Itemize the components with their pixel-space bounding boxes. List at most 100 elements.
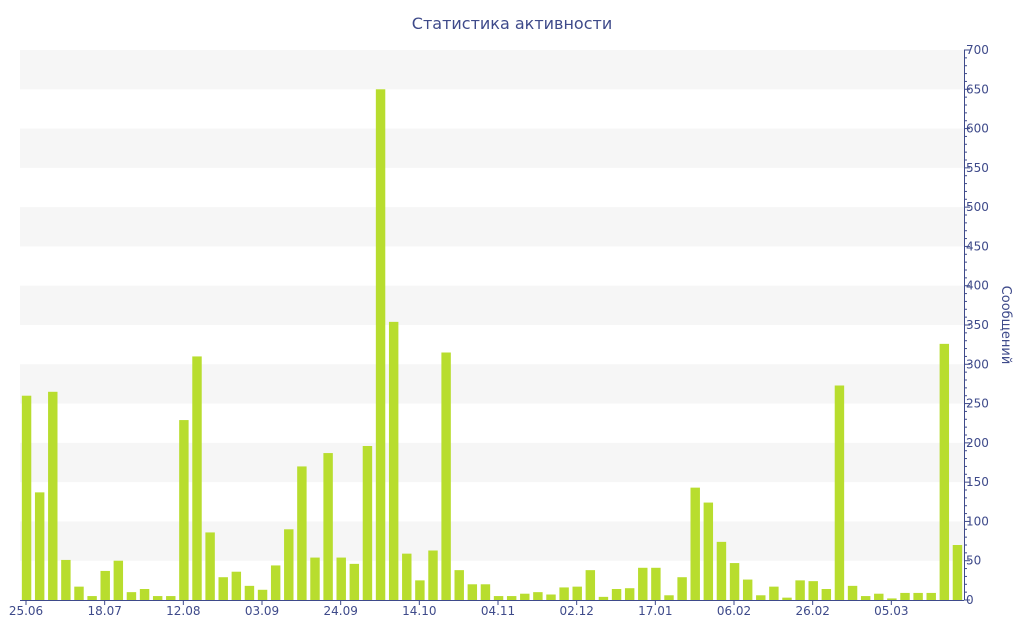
bar-18: [257, 589, 268, 600]
bar-40: [546, 594, 556, 600]
bar-26: [362, 446, 373, 600]
bar-6: [100, 570, 110, 600]
bar-55: [742, 579, 753, 600]
bar-37: [506, 596, 517, 600]
y-tick-label: 700: [966, 43, 989, 57]
bar-47: [638, 567, 648, 600]
bar-16: [231, 571, 242, 600]
bar-8: [126, 592, 137, 600]
y-tick-label: 300: [966, 357, 989, 371]
y-tick-label: 100: [966, 514, 989, 528]
bar-19: [270, 565, 281, 600]
grid-band: [20, 442, 964, 483]
bar-32: [441, 352, 451, 600]
bar-70: [939, 343, 950, 600]
bar-64: [860, 596, 871, 600]
grid-band: [20, 50, 964, 90]
bar-51: [690, 487, 700, 600]
bar-38: [520, 593, 530, 600]
bar-34: [467, 584, 478, 600]
bar-48: [651, 567, 661, 600]
bar-7: [113, 560, 124, 600]
bar-57: [769, 586, 779, 600]
x-tick-label: 02.12: [559, 604, 593, 618]
x-tick-label: 18.07: [87, 604, 121, 618]
chart-title: Статистика активности: [411, 14, 613, 33]
bar-35: [480, 584, 491, 600]
bar-15: [218, 577, 228, 600]
x-tick-label: 26.02: [795, 604, 829, 618]
bar-27: [375, 89, 386, 600]
bar-69: [926, 592, 936, 600]
bar-21: [297, 466, 307, 600]
bar-29: [402, 553, 412, 600]
y-tick-label: 500: [966, 200, 989, 214]
bar-45: [611, 589, 622, 600]
bar-25: [349, 563, 360, 600]
y-tick-label: 250: [966, 397, 989, 411]
bar-63: [847, 585, 858, 600]
y-tick-label: 150: [966, 475, 989, 489]
x-tick-label: 05.03: [874, 604, 908, 618]
y-tick-label: 200: [966, 436, 989, 450]
bar-20: [284, 529, 294, 600]
bar-0: [21, 395, 32, 600]
bar-9: [139, 589, 150, 600]
bar-10: [152, 596, 163, 600]
bar-14: [205, 532, 215, 600]
x-tick-label: 25.06: [9, 604, 43, 618]
x-tick-label: 03.09: [245, 604, 279, 618]
bar-13: [192, 356, 202, 600]
bar-11: [166, 596, 176, 600]
bar-3: [61, 559, 71, 600]
bar-52: [703, 502, 714, 600]
bar-50: [677, 577, 687, 600]
grid-band: [20, 207, 964, 247]
y-tick-label: 550: [966, 161, 989, 175]
bar-43: [585, 570, 596, 600]
x-tick-label: 17.01: [638, 604, 672, 618]
bar-62: [834, 385, 845, 600]
bar-1: [34, 492, 45, 600]
y-axis-title: Сообщений: [998, 286, 1013, 365]
bar-12: [179, 420, 189, 600]
bar-28: [388, 321, 399, 600]
bar-41: [559, 587, 569, 600]
x-tick-label: 12.08: [166, 604, 200, 618]
x-tick-label: 24.09: [323, 604, 357, 618]
y-tick-label: 350: [966, 318, 989, 332]
x-tick-label: 06.02: [717, 604, 751, 618]
grid-band: [20, 285, 964, 325]
bar-4: [74, 586, 84, 600]
bar-58: [782, 597, 792, 600]
bar-42: [572, 586, 582, 600]
y-tick-label: 650: [966, 82, 989, 96]
bar-31: [428, 550, 438, 600]
x-tick-label: 14.10: [402, 604, 436, 618]
bar-65: [874, 593, 884, 600]
bar-44: [598, 596, 609, 600]
bar-67: [900, 592, 910, 600]
y-tick-label: 600: [966, 122, 989, 136]
y-tick-label: 50: [966, 554, 981, 568]
bar-46: [624, 588, 635, 600]
y-tick-label: 0: [966, 593, 974, 607]
bar-2: [48, 391, 58, 600]
grid-band: [20, 364, 964, 404]
bar-59: [795, 580, 805, 600]
grid-band: [20, 521, 964, 561]
bar-22: [310, 557, 320, 600]
y-tick-label: 400: [966, 279, 989, 293]
bar-71: [952, 545, 963, 600]
bar-60: [808, 581, 818, 600]
grid-band: [20, 128, 964, 168]
bar-53: [716, 541, 727, 600]
bar-33: [454, 570, 464, 600]
bar-5: [87, 596, 97, 600]
bar-39: [533, 592, 543, 600]
bar-56: [756, 595, 766, 600]
bar-68: [913, 592, 923, 600]
y-tick-label: 450: [966, 239, 989, 253]
